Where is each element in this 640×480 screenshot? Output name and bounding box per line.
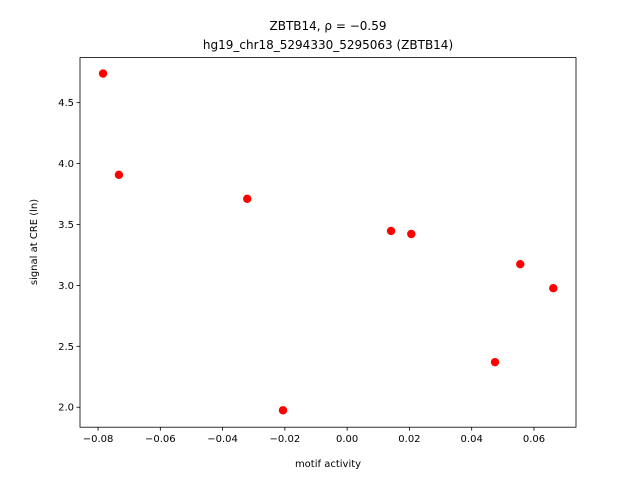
point bbox=[516, 260, 525, 269]
x-tick-label: −0.06 bbox=[145, 434, 176, 445]
point bbox=[407, 229, 416, 239]
x-tick-label: 0.06 bbox=[523, 434, 545, 445]
y-axis-label: signal at CRE (ln) bbox=[29, 199, 40, 285]
x-tick-label: −0.08 bbox=[83, 434, 114, 445]
x-tick-label: −0.04 bbox=[207, 434, 238, 445]
point bbox=[98, 69, 108, 78]
x-axis-label: motif activity bbox=[295, 459, 361, 470]
y-tick-label: 4.0 bbox=[58, 159, 74, 170]
point bbox=[549, 284, 558, 293]
x-tick-label: 0.00 bbox=[336, 434, 358, 445]
chart-subtitle: hg19_chr18_5294330_5295063 (ZBTB14) bbox=[203, 38, 453, 52]
point bbox=[490, 357, 500, 367]
y-tick-label: 2.5 bbox=[58, 342, 74, 353]
y-tick-label: 3.0 bbox=[58, 281, 74, 292]
y-tick-label: 3.5 bbox=[58, 220, 74, 231]
y-tick-label: 4.5 bbox=[58, 98, 74, 109]
x-tick-label: 0.02 bbox=[398, 434, 420, 445]
point bbox=[243, 194, 252, 203]
y-tick-label: 2.0 bbox=[58, 403, 74, 414]
point bbox=[386, 226, 396, 236]
x-tick-label: 0.04 bbox=[461, 434, 483, 445]
point bbox=[278, 406, 288, 415]
chart-title: ZBTB14, ρ = −0.59 bbox=[270, 19, 387, 33]
x-tick-label: −0.02 bbox=[270, 434, 301, 445]
point bbox=[114, 170, 124, 179]
axes-frame bbox=[79, 57, 577, 428]
